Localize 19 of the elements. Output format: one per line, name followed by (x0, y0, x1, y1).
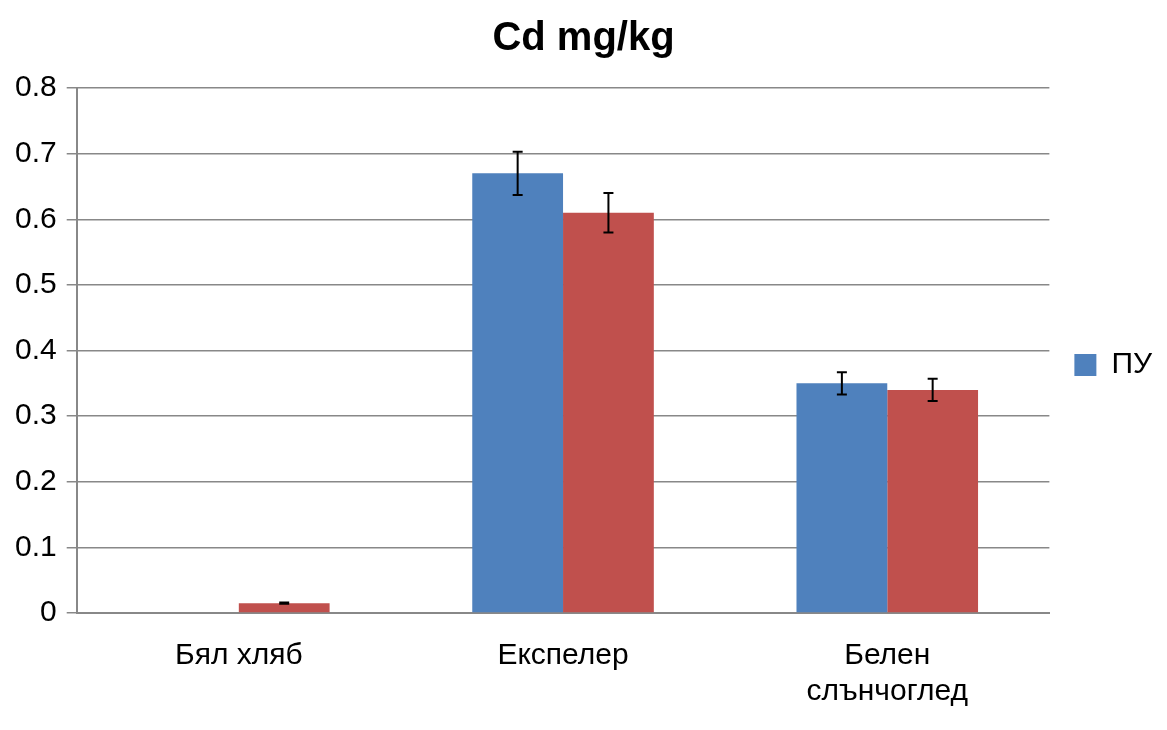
legend-label: ПУ (1111, 346, 1153, 380)
chart-title: Cd mg/kg (492, 14, 675, 59)
bar (563, 212, 654, 613)
y-tick-label: 0.6 (14, 200, 57, 234)
bar (238, 603, 330, 613)
bar (796, 383, 888, 613)
y-tick-label: 0.8 (14, 69, 57, 103)
y-tick-label: 0.4 (14, 331, 57, 365)
y-tick-label: 0.7 (14, 134, 57, 168)
y-tick-label: 0.2 (14, 463, 57, 497)
y-tick-label: 0.5 (14, 266, 57, 300)
bar (887, 389, 979, 613)
x-tick-label: Бял хляб (174, 637, 303, 671)
y-tick-label: 0 (40, 594, 57, 628)
x-tick-label: Експелер (497, 637, 629, 671)
y-tick-label: 0.3 (14, 397, 57, 431)
x-tick-label: Белен слънчоглед (806, 637, 968, 707)
y-tick-label: 0.1 (14, 528, 57, 562)
bar (472, 173, 564, 613)
